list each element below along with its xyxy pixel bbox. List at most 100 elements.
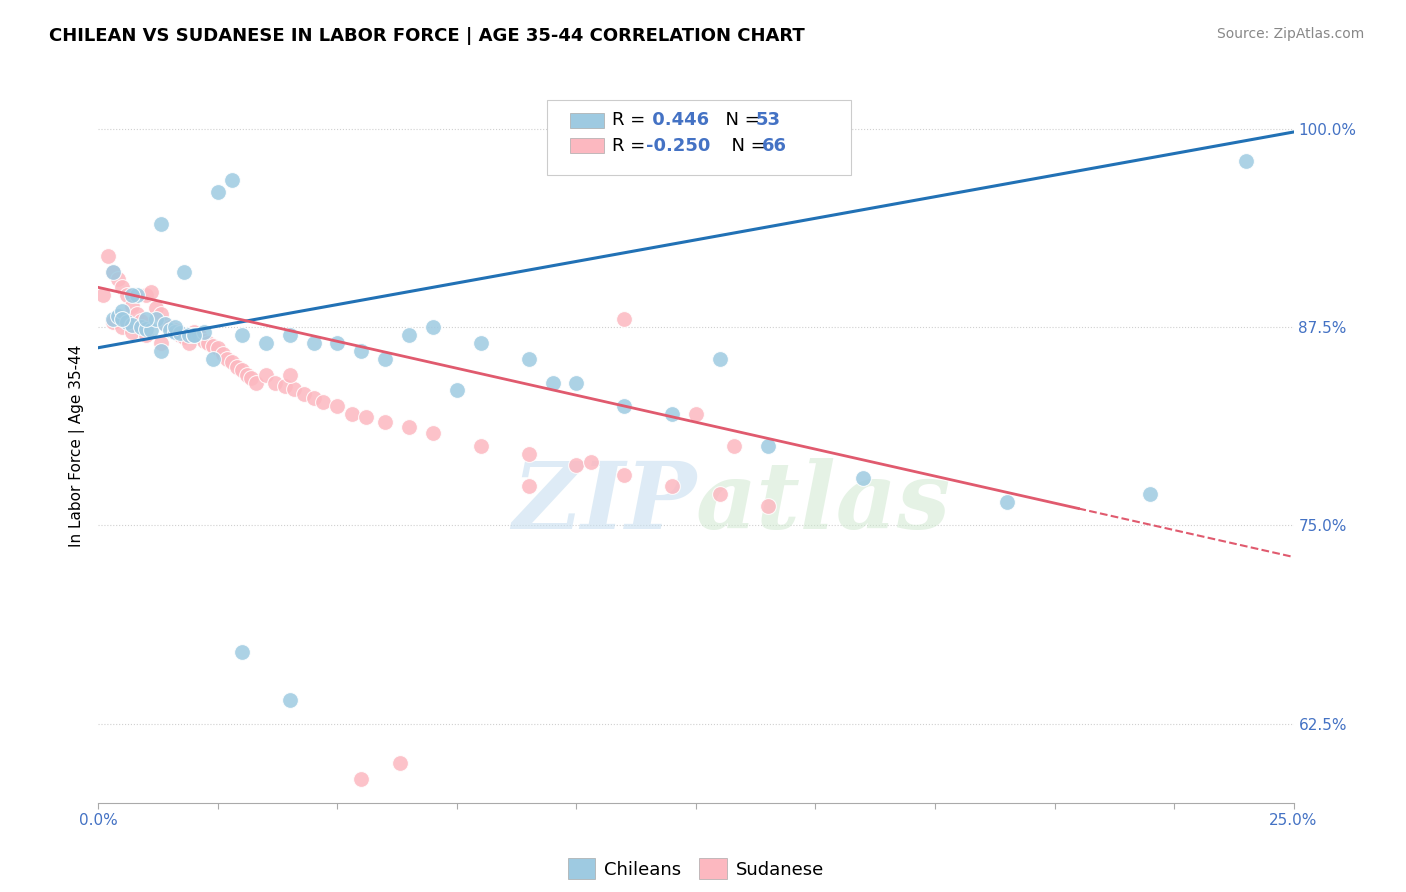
Point	[145, 312, 167, 326]
Point	[155, 317, 177, 331]
Text: Source: ZipAtlas.com: Source: ZipAtlas.com	[1216, 27, 1364, 41]
Point	[145, 301, 167, 315]
Point	[235, 368, 257, 382]
Point	[111, 320, 134, 334]
Point	[231, 645, 253, 659]
Point	[350, 343, 373, 358]
Point	[101, 315, 124, 329]
Point	[613, 467, 636, 482]
Point	[193, 334, 215, 349]
Text: R =: R =	[613, 137, 651, 155]
Point	[517, 351, 540, 366]
Point	[302, 335, 325, 350]
Point	[163, 320, 186, 334]
Text: atlas: atlas	[696, 458, 952, 548]
Point	[183, 325, 205, 339]
Point	[187, 328, 209, 343]
Point	[1234, 153, 1257, 168]
Point	[374, 351, 396, 366]
Point	[613, 400, 636, 414]
Point	[283, 382, 305, 396]
Point	[97, 249, 120, 263]
Text: 0.446: 0.446	[645, 111, 709, 128]
Legend: Chileans, Sudanese: Chileans, Sudanese	[561, 851, 831, 887]
Point	[131, 320, 153, 334]
Point	[517, 478, 540, 492]
Point	[756, 439, 779, 453]
Point	[278, 368, 301, 382]
Point	[398, 328, 420, 343]
Point	[149, 307, 172, 321]
Point	[125, 288, 148, 302]
Point	[517, 447, 540, 461]
Point	[217, 351, 239, 366]
Point	[709, 486, 731, 500]
Point	[111, 312, 134, 326]
Point	[135, 288, 157, 302]
Point	[121, 288, 143, 302]
Point	[221, 355, 243, 369]
Point	[211, 347, 233, 361]
Point	[995, 494, 1018, 508]
Text: 53: 53	[756, 111, 780, 128]
Text: -0.250: -0.250	[645, 137, 710, 155]
Point	[312, 394, 335, 409]
Point	[398, 420, 420, 434]
Point	[326, 335, 349, 350]
Point	[264, 376, 287, 390]
Point	[121, 300, 143, 314]
Point	[202, 351, 225, 366]
Text: N =: N =	[720, 137, 772, 155]
Text: 66: 66	[762, 137, 787, 155]
Point	[135, 328, 157, 343]
FancyBboxPatch shape	[547, 100, 852, 175]
FancyBboxPatch shape	[571, 137, 605, 153]
Point	[149, 335, 172, 350]
Point	[125, 307, 148, 321]
Point	[115, 288, 138, 302]
Point	[197, 335, 219, 350]
Point	[292, 386, 315, 401]
Point	[231, 363, 253, 377]
Point	[183, 328, 205, 343]
Point	[179, 328, 201, 343]
Point	[107, 272, 129, 286]
Point	[254, 335, 277, 350]
Point	[709, 351, 731, 366]
Point	[302, 392, 325, 406]
Point	[179, 335, 201, 350]
Point	[685, 407, 707, 421]
Point	[107, 309, 129, 323]
Point	[101, 312, 124, 326]
Point	[226, 359, 249, 374]
Point	[470, 439, 492, 453]
Point	[207, 341, 229, 355]
Point	[135, 312, 157, 326]
Point	[254, 368, 277, 382]
Point	[245, 376, 267, 390]
Point	[613, 312, 636, 326]
Point	[139, 323, 162, 337]
Point	[155, 317, 177, 331]
Point	[565, 458, 588, 472]
Y-axis label: In Labor Force | Age 35-44: In Labor Force | Age 35-44	[69, 345, 84, 547]
Point	[173, 329, 195, 343]
Point	[149, 217, 172, 231]
Point	[139, 285, 162, 300]
Point	[422, 320, 444, 334]
Point	[422, 426, 444, 441]
Point	[101, 264, 124, 278]
Point	[111, 280, 134, 294]
Point	[541, 376, 564, 390]
Point	[274, 378, 297, 392]
Point	[193, 325, 215, 339]
Text: CHILEAN VS SUDANESE IN LABOR FORCE | AGE 35-44 CORRELATION CHART: CHILEAN VS SUDANESE IN LABOR FORCE | AGE…	[49, 27, 806, 45]
Point	[173, 264, 195, 278]
Point	[91, 288, 114, 302]
Point	[169, 326, 191, 341]
Point	[350, 772, 373, 786]
Point	[163, 323, 186, 337]
Point	[169, 328, 191, 343]
Point	[661, 478, 683, 492]
Point	[111, 304, 134, 318]
